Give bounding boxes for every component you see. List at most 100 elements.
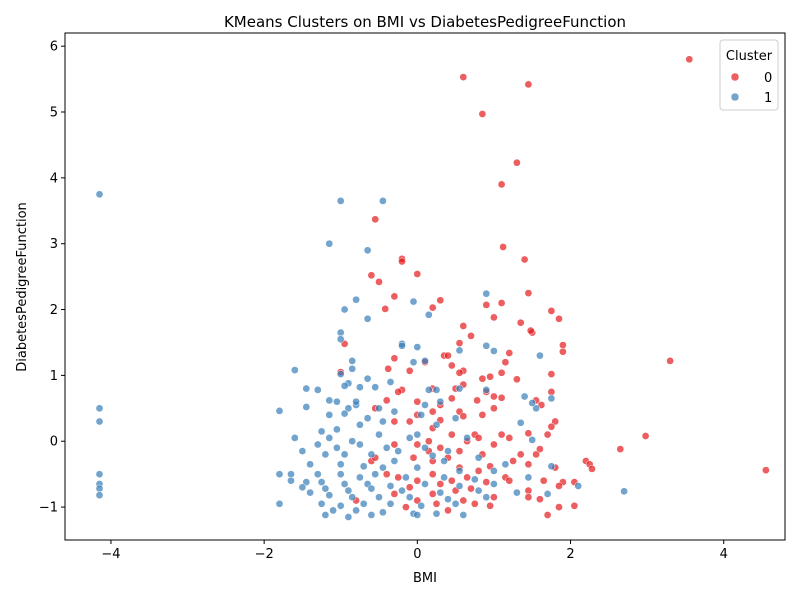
point-cluster-0-134 <box>524 493 533 502</box>
point-cluster-1-10 <box>363 246 372 255</box>
point-cluster-1-9 <box>325 239 334 248</box>
point-cluster-0-118 <box>394 473 403 482</box>
point-cluster-0-16 <box>524 289 533 297</box>
point-cluster-1-113 <box>386 482 395 490</box>
point-cluster-0-115 <box>382 470 391 479</box>
point-cluster-1-16 <box>363 314 372 323</box>
point-cluster-1-117 <box>574 482 583 490</box>
point-cluster-0-10 <box>398 257 406 266</box>
point-cluster-1-19 <box>398 341 406 350</box>
point-cluster-1-89 <box>501 460 510 469</box>
point-cluster-0-56 <box>547 388 556 396</box>
point-cluster-0-8 <box>367 271 376 280</box>
point-cluster-0-81 <box>447 430 456 439</box>
point-cluster-1-110 <box>317 478 326 486</box>
point-cluster-0-114 <box>428 470 437 479</box>
point-cluster-0-15 <box>436 296 445 305</box>
point-cluster-1-72 <box>375 430 383 439</box>
point-cluster-0-132 <box>390 490 399 498</box>
point-cluster-0-50 <box>478 374 487 383</box>
y-axis-label: DiabetesPedigreeFunction <box>15 202 30 372</box>
point-cluster-1-146 <box>432 509 441 518</box>
point-cluster-0-120 <box>447 476 456 485</box>
point-cluster-1-63 <box>516 418 525 427</box>
point-cluster-1-38 <box>386 378 395 386</box>
point-cluster-0-11 <box>413 270 422 278</box>
point-cluster-1-99 <box>287 470 295 479</box>
point-cluster-1-144 <box>379 508 387 517</box>
point-cluster-1-129 <box>325 491 334 500</box>
point-cluster-0-5 <box>497 180 506 189</box>
point-cluster-1-43 <box>482 386 491 394</box>
point-cluster-1-71 <box>348 437 357 446</box>
point-cluster-0-24 <box>516 318 525 327</box>
point-cluster-1-103 <box>371 470 380 479</box>
point-cluster-0-7 <box>499 243 507 251</box>
point-cluster-1-20 <box>413 343 422 351</box>
point-cluster-1-77 <box>333 443 341 452</box>
ticks-layer: −4 −2 0 2 4 −1 0 1 2 3 4 5 6 <box>39 40 728 562</box>
point-cluster-0-36 <box>390 354 399 363</box>
point-cluster-0-111 <box>588 465 596 473</box>
point-cluster-0-34 <box>505 349 514 357</box>
point-cluster-0-64 <box>382 396 391 405</box>
point-cluster-1-0 <box>95 190 104 199</box>
point-cluster-1-28 <box>421 357 429 365</box>
point-cluster-1-93 <box>379 463 387 472</box>
point-cluster-1-105 <box>440 473 448 482</box>
point-cluster-1-5 <box>95 484 104 493</box>
point-cluster-1-83 <box>321 450 330 459</box>
point-cluster-0-33 <box>444 351 452 360</box>
point-cluster-0-139 <box>555 503 563 511</box>
point-cluster-0-87 <box>641 432 650 440</box>
point-cluster-0-75 <box>405 417 414 426</box>
point-cluster-1-84 <box>340 450 349 459</box>
point-cluster-1-30 <box>290 366 299 374</box>
point-cluster-1-121 <box>367 484 376 493</box>
point-cluster-0-29 <box>455 339 464 347</box>
point-cluster-1-140 <box>417 501 426 510</box>
point-cluster-1-100 <box>313 470 322 479</box>
point-cluster-1-73 <box>413 430 422 439</box>
point-cluster-0-63 <box>413 397 422 406</box>
point-cluster-1-23 <box>482 341 491 350</box>
legend-label-1: 1 <box>764 91 772 106</box>
point-cluster-0-83 <box>505 434 514 442</box>
chart-title: KMeans Clusters on BMI vs DiabetesPedigr… <box>224 13 626 31</box>
point-cluster-1-57 <box>325 411 334 419</box>
point-cluster-1-50 <box>302 403 311 411</box>
point-cluster-1-82 <box>298 447 307 455</box>
point-cluster-0-138 <box>570 501 579 510</box>
point-cluster-0-6 <box>371 215 380 224</box>
point-cluster-1-40 <box>432 386 441 394</box>
point-cluster-1-107 <box>524 473 533 482</box>
point-cluster-1-22 <box>455 346 464 355</box>
point-cluster-0-73 <box>459 412 468 421</box>
point-cluster-0-22 <box>490 313 498 322</box>
point-cluster-1-149 <box>367 511 376 519</box>
y-tick-label-0: 0 <box>50 435 58 450</box>
point-cluster-0-42 <box>384 364 393 373</box>
point-cluster-0-117 <box>463 473 471 482</box>
point-cluster-1-116 <box>490 480 498 488</box>
point-cluster-0-88 <box>424 437 433 446</box>
point-cluster-0-129 <box>555 482 563 490</box>
x-tick-label--4: −4 <box>101 547 120 562</box>
point-cluster-1-88 <box>474 453 483 462</box>
point-cluster-1-47 <box>333 397 341 406</box>
point-cluster-0-19 <box>482 301 491 309</box>
point-cluster-0-144 <box>486 501 494 510</box>
point-cluster-1-137 <box>336 501 345 510</box>
point-cluster-0-147 <box>505 476 514 485</box>
point-cluster-1-45 <box>520 392 529 401</box>
y-tick-label-5: 5 <box>50 106 58 121</box>
point-cluster-0-17 <box>381 305 390 313</box>
point-cluster-1-62 <box>451 414 460 423</box>
point-cluster-1-53 <box>421 401 429 409</box>
point-cluster-0-1 <box>459 73 468 81</box>
point-cluster-1-127 <box>620 487 628 496</box>
point-cluster-0-76 <box>390 417 399 426</box>
point-cluster-0-119 <box>413 476 422 485</box>
point-cluster-0-0 <box>685 55 694 64</box>
point-cluster-1-81 <box>444 447 452 455</box>
